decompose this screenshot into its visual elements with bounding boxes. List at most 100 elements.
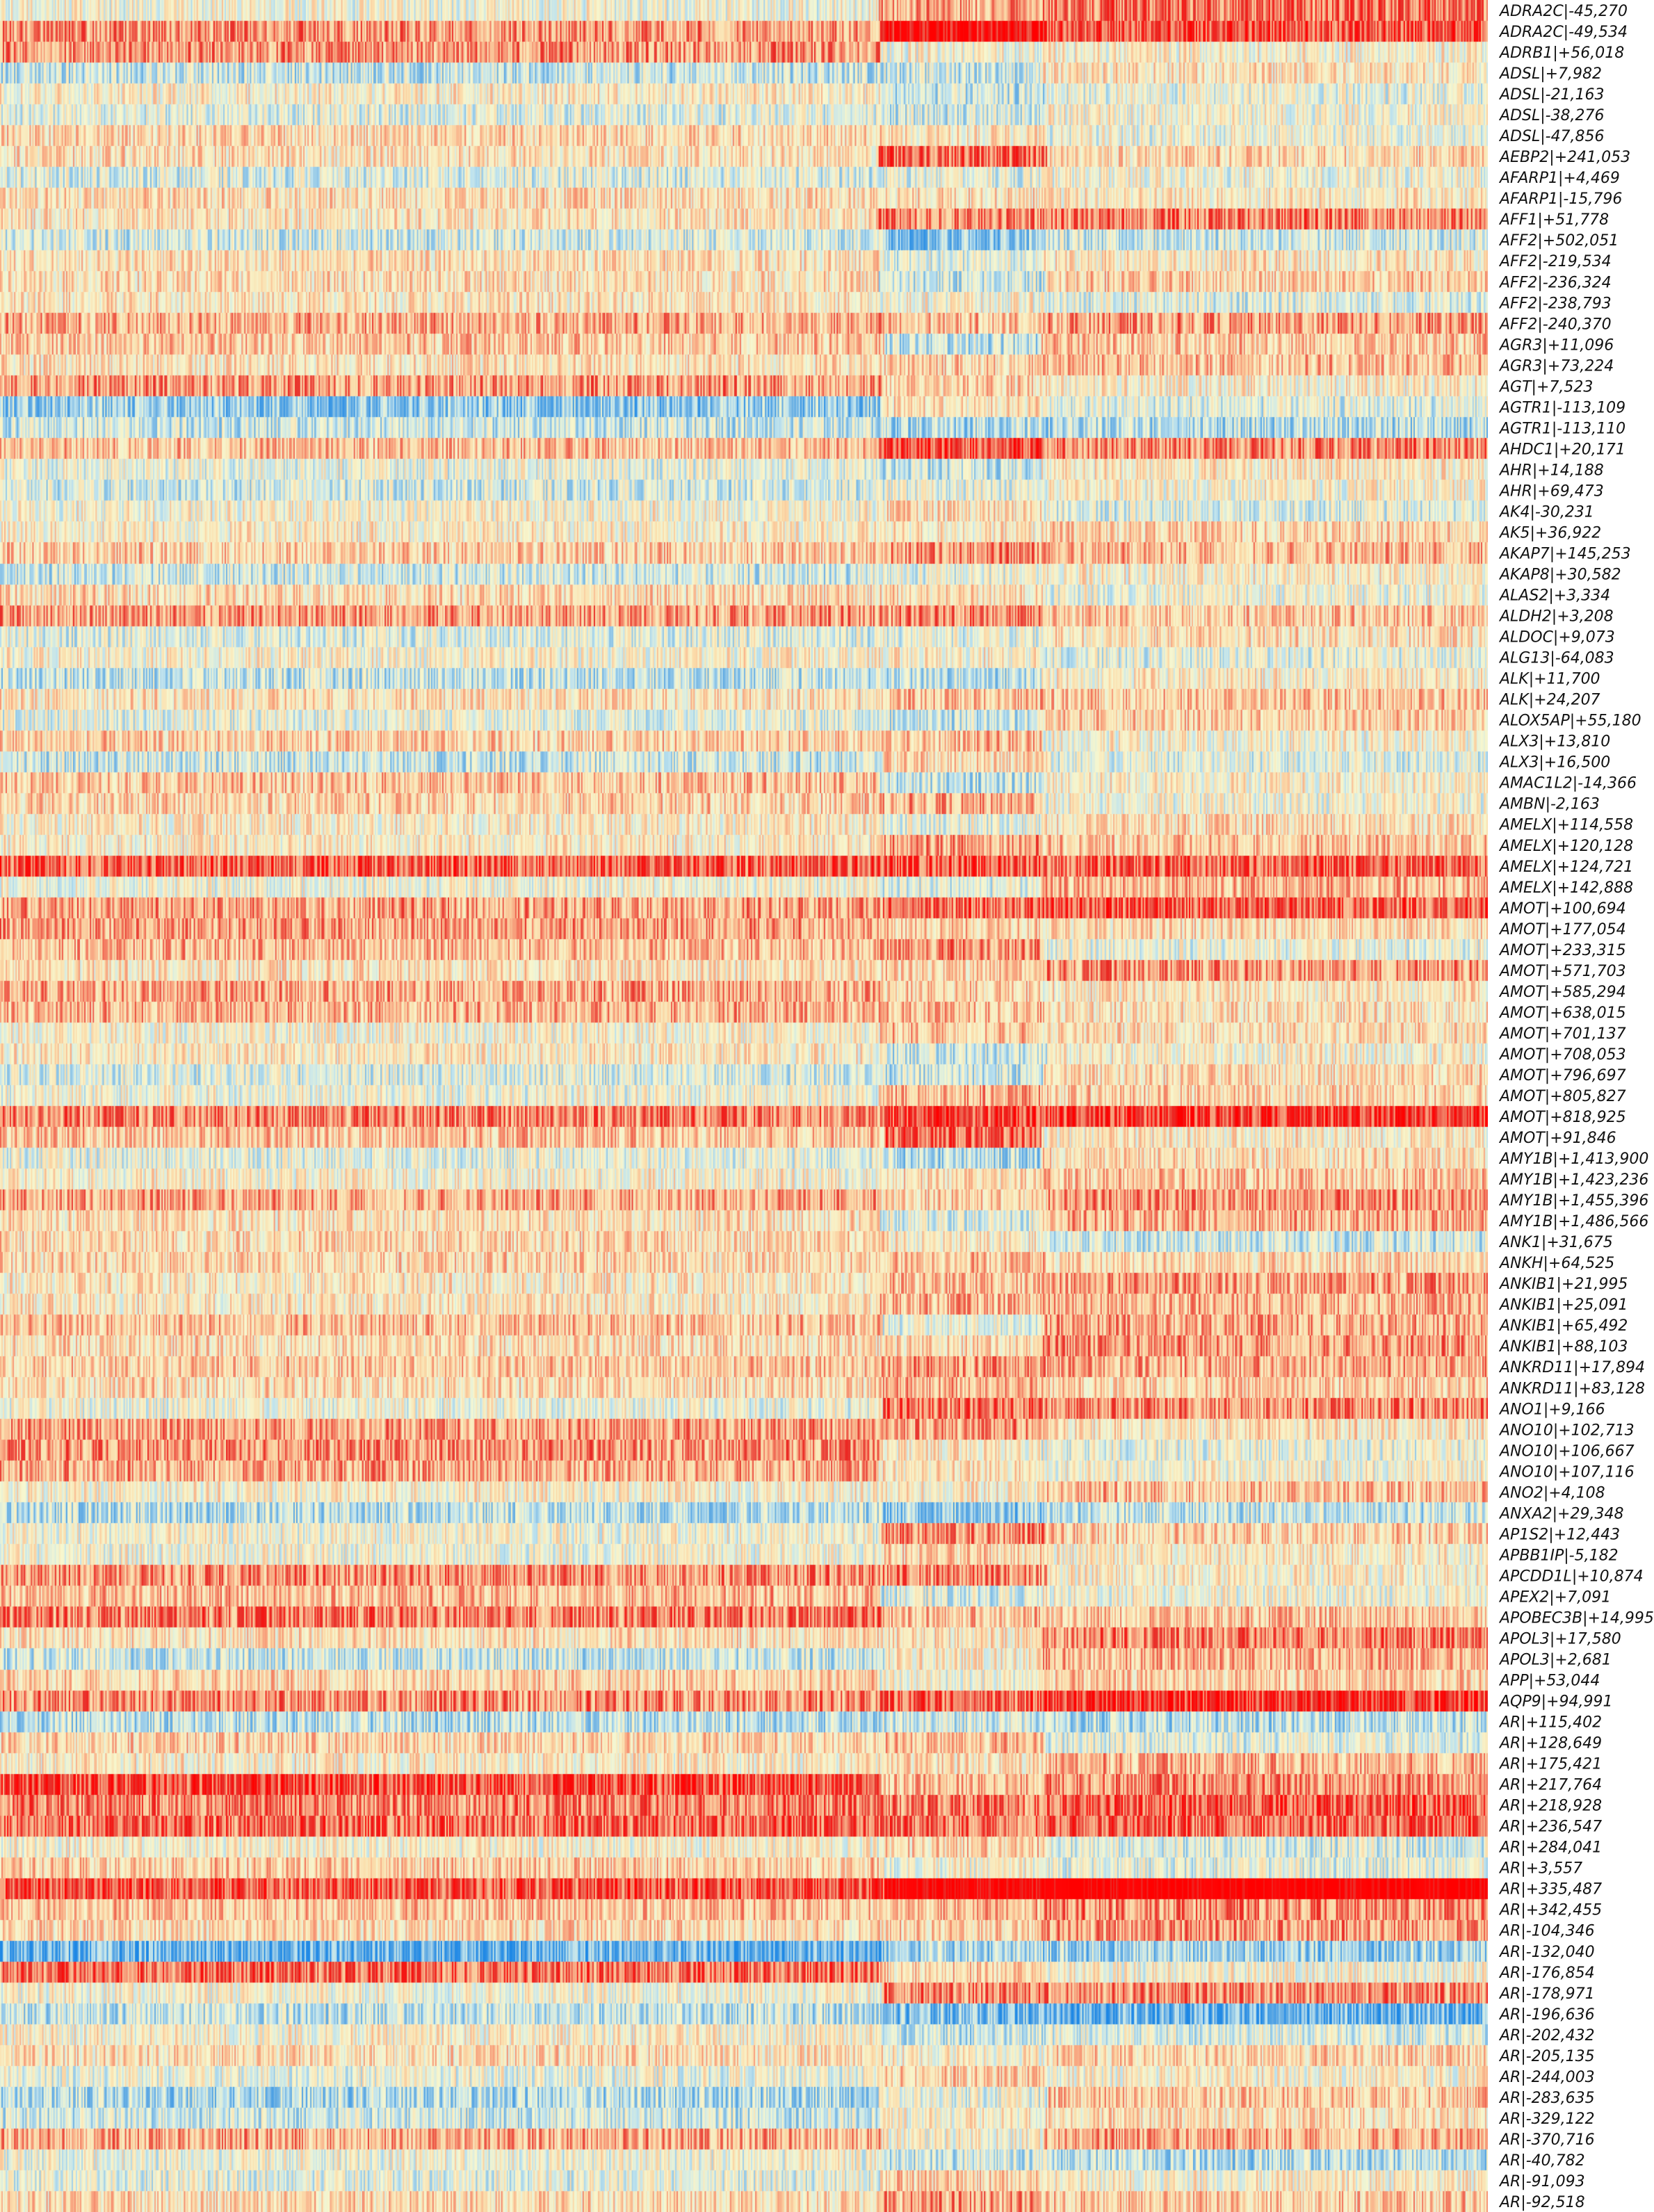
row-label: ANXA2|+29,348: [1498, 1505, 1623, 1522]
row-label: AR|+284,041: [1498, 1839, 1602, 1857]
row-label: AR|-176,854: [1498, 1965, 1595, 1982]
row-label: AMOT|+100,694: [1498, 900, 1626, 918]
row-label: AR|+175,421: [1498, 1756, 1602, 1773]
row-label: AFARP1|+4,469: [1498, 170, 1620, 187]
row-label: AMY1B|+1,413,900: [1498, 1150, 1648, 1168]
row-label: AMOT|+177,054: [1498, 921, 1626, 938]
row-label: ADSL|+7,982: [1498, 65, 1602, 83]
row-label: AR|+236,547: [1498, 1819, 1602, 1836]
row-label: AMELX|+120,128: [1498, 838, 1633, 855]
row-label: ALK|+24,207: [1498, 692, 1600, 709]
row-label: AR|+218,928: [1498, 1798, 1602, 1815]
row-label: AMY1B|+1,486,566: [1498, 1213, 1648, 1230]
row-label: AFARP1|-15,796: [1498, 190, 1622, 208]
row-label: ANKIB1|+88,103: [1498, 1338, 1628, 1356]
row-label: AMELX|+114,558: [1498, 817, 1633, 834]
row-label: ANO10|+107,116: [1498, 1463, 1635, 1481]
row-label: ANKIB1|+25,091: [1498, 1296, 1628, 1314]
row-label: AKAP8|+30,582: [1498, 567, 1621, 584]
row-label: AR|-91,093: [1498, 2173, 1585, 2190]
row-label: AEBP2|+241,053: [1498, 149, 1630, 166]
row-label: APOBEC3B|+14,995: [1498, 1609, 1654, 1627]
row-label: AFF2|-240,370: [1498, 316, 1612, 333]
row-label: ADRB1|+56,018: [1498, 44, 1624, 62]
row-label: ALG13|-64,083: [1498, 650, 1614, 667]
row-label: ALX3|+13,810: [1498, 733, 1610, 751]
row-label: AFF2|-219,534: [1498, 253, 1612, 270]
row-label: AR|+342,455: [1498, 1902, 1602, 1919]
row-label: AMBN|-2,163: [1498, 796, 1600, 813]
row-label: ANKH|+64,525: [1498, 1255, 1614, 1272]
row-label: AFF1|+51,778: [1498, 211, 1609, 229]
row-label: ALK|+11,700: [1498, 671, 1600, 688]
row-label: AR|-283,635: [1498, 2090, 1595, 2107]
row-label: AMOT|+91,846: [1498, 1130, 1616, 1147]
row-label: APOL3|+2,681: [1498, 1652, 1612, 1669]
row-label: ADRA2C|-49,534: [1498, 24, 1628, 41]
row-label: ANKIB1|+21,995: [1498, 1276, 1628, 1293]
row-label: AGTR1|-113,109: [1498, 399, 1625, 416]
row-label: ANO10|+102,713: [1498, 1422, 1635, 1439]
row-label: AR|-370,716: [1498, 2131, 1595, 2149]
row-label: AKAP7|+145,253: [1498, 546, 1631, 563]
row-label: ADSL|-38,276: [1498, 107, 1605, 124]
row-label: ANKRD11|+17,894: [1498, 1359, 1645, 1376]
row-label: ADSL|-47,856: [1498, 128, 1605, 145]
row-label: AMAC1L2|-14,366: [1498, 775, 1637, 792]
row-label: AGT|+7,523: [1498, 378, 1593, 396]
row-label: AK5|+36,922: [1498, 524, 1601, 542]
row-label: AMOT|+818,925: [1498, 1109, 1626, 1126]
row-label: AFF2|+502,051: [1498, 232, 1619, 250]
row-label: ANKRD11|+83,128: [1498, 1380, 1645, 1397]
row-label: AR|-40,782: [1498, 2152, 1585, 2170]
row-label: AR|-178,971: [1498, 1985, 1595, 2003]
row-label: ANO2|+4,108: [1498, 1484, 1605, 1502]
row-label: AR|-244,003: [1498, 2069, 1595, 2086]
row-label: AMOT|+571,703: [1498, 963, 1626, 980]
row-label: AHR|+69,473: [1498, 482, 1604, 500]
row-label: AQP9|+94,991: [1498, 1693, 1612, 1711]
row-label: AFF2|-238,793: [1498, 295, 1612, 312]
row-label: AGR3|+73,224: [1498, 357, 1614, 375]
row-label: AMY1B|+1,423,236: [1498, 1171, 1648, 1189]
row-label: AR|-205,135: [1498, 2048, 1595, 2065]
row-label: ALDH2|+3,208: [1498, 608, 1614, 626]
heatmap-grid: [0, 0, 1488, 2212]
row-label: ANO10|+106,667: [1498, 1442, 1635, 1460]
row-label: AR|-329,122: [1498, 2111, 1595, 2128]
row-label: ALDOC|+9,073: [1498, 629, 1615, 646]
row-label: AHR|+14,188: [1498, 462, 1604, 479]
row-label: AP1S2|+12,443: [1498, 1526, 1620, 1543]
row-label: APEX2|+7,091: [1498, 1588, 1611, 1606]
row-label: AMOT|+796,697: [1498, 1067, 1626, 1084]
row-label: APBB1IP|-5,182: [1498, 1547, 1619, 1564]
row-label: AMOT|+638,015: [1498, 1005, 1626, 1022]
row-label: ANO1|+9,166: [1498, 1401, 1605, 1418]
row-label: AGTR1|-113,110: [1498, 420, 1625, 437]
row-label: APOL3|+17,580: [1498, 1630, 1621, 1648]
row-label: AMOT|+585,294: [1498, 984, 1626, 1001]
row-label: AMELX|+142,888: [1498, 879, 1633, 897]
row-label: AR|-92,518: [1498, 2194, 1585, 2211]
row-label: AR|+128,649: [1498, 1735, 1602, 1752]
row-label: AK4|-30,231: [1498, 503, 1594, 521]
row-label: ADRA2C|-45,270: [1498, 3, 1628, 20]
row-label: ALX3|+16,500: [1498, 754, 1610, 772]
row-label: ADSL|-21,163: [1498, 86, 1605, 104]
row-label: AR|+335,487: [1498, 1881, 1602, 1898]
row-label: ANKIB1|+65,492: [1498, 1317, 1628, 1335]
row-label: AMELX|+124,721: [1498, 859, 1633, 876]
row-label: AMOT|+805,827: [1498, 1088, 1626, 1105]
row-label: AR|+115,402: [1498, 1714, 1602, 1732]
row-label: AMOT|+233,315: [1498, 942, 1626, 959]
row-label: AMOT|+708,053: [1498, 1046, 1626, 1064]
row-label: AR|-202,432: [1498, 2027, 1595, 2044]
row-label: AR|-132,040: [1498, 1944, 1595, 1961]
row-label: ALOX5AP|+55,180: [1498, 713, 1641, 730]
row-label: AGR3|+11,096: [1498, 336, 1614, 354]
row-label: AMY1B|+1,455,396: [1498, 1192, 1648, 1210]
row-label: AR|-104,346: [1498, 1923, 1595, 1940]
row-label: AR|+3,557: [1498, 1860, 1582, 1878]
row-label: APCDD1L|+10,874: [1498, 1568, 1644, 1585]
